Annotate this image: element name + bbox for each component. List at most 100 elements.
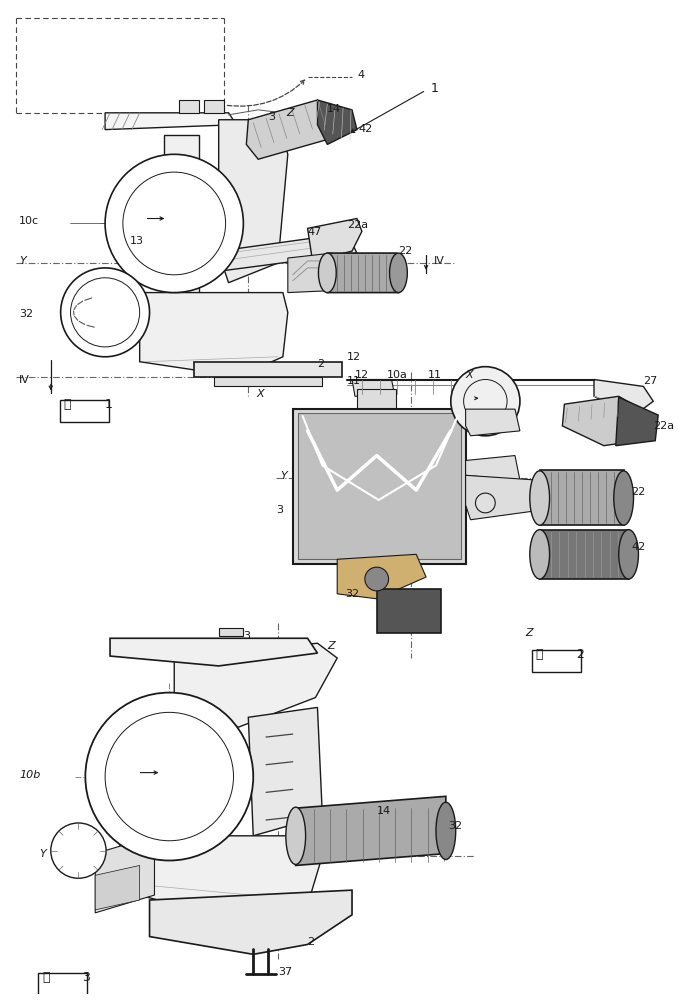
Polygon shape <box>357 389 397 411</box>
Text: 32: 32 <box>448 821 462 831</box>
Text: 22a: 22a <box>654 421 675 431</box>
Text: Y: Y <box>19 256 26 266</box>
Text: 2: 2 <box>576 648 584 661</box>
Text: 10a: 10a <box>386 370 407 380</box>
Circle shape <box>365 567 388 591</box>
Text: 32: 32 <box>19 309 33 319</box>
Polygon shape <box>204 100 224 113</box>
Text: Y: Y <box>280 471 287 481</box>
Text: 2: 2 <box>308 937 315 947</box>
Ellipse shape <box>390 253 407 293</box>
Circle shape <box>105 154 243 293</box>
Polygon shape <box>174 643 337 727</box>
Text: 3: 3 <box>268 112 275 122</box>
Polygon shape <box>540 470 624 525</box>
Polygon shape <box>594 380 654 416</box>
FancyBboxPatch shape <box>60 400 109 422</box>
Text: X: X <box>466 370 473 380</box>
FancyBboxPatch shape <box>38 973 87 995</box>
Polygon shape <box>120 836 322 925</box>
Polygon shape <box>194 362 342 377</box>
Polygon shape <box>562 396 654 446</box>
Polygon shape <box>466 475 542 520</box>
Polygon shape <box>288 253 332 293</box>
Polygon shape <box>246 100 337 159</box>
Polygon shape <box>140 293 288 377</box>
Polygon shape <box>466 409 520 436</box>
Polygon shape <box>219 120 288 283</box>
Text: Z: Z <box>286 108 294 118</box>
Text: 27: 27 <box>643 376 658 386</box>
Text: 3: 3 <box>83 971 90 984</box>
Text: 图: 图 <box>64 398 71 411</box>
Text: 22: 22 <box>631 487 645 497</box>
Text: 1: 1 <box>431 82 439 95</box>
Polygon shape <box>377 589 441 633</box>
Text: 10c: 10c <box>19 216 39 226</box>
Text: 14: 14 <box>327 104 342 114</box>
Text: 11: 11 <box>428 370 442 380</box>
Ellipse shape <box>319 253 336 293</box>
Text: 22: 22 <box>399 246 413 256</box>
Text: 42: 42 <box>359 124 373 134</box>
Polygon shape <box>337 554 426 599</box>
Text: Z: Z <box>525 628 532 638</box>
Polygon shape <box>466 456 520 480</box>
Text: X: X <box>256 389 264 399</box>
Polygon shape <box>616 397 658 446</box>
Ellipse shape <box>286 807 306 864</box>
Polygon shape <box>296 796 446 865</box>
Text: 10b: 10b <box>19 770 41 780</box>
Polygon shape <box>95 836 155 913</box>
Circle shape <box>85 693 254 861</box>
Text: 2: 2 <box>317 359 325 369</box>
Text: 11: 11 <box>347 376 361 386</box>
Circle shape <box>475 493 495 513</box>
Polygon shape <box>540 530 629 579</box>
Ellipse shape <box>614 471 633 525</box>
Polygon shape <box>327 253 399 293</box>
Polygon shape <box>214 377 322 386</box>
Circle shape <box>51 823 106 878</box>
Text: 13: 13 <box>129 236 144 246</box>
Ellipse shape <box>619 530 639 579</box>
Text: 12: 12 <box>347 352 361 362</box>
Polygon shape <box>179 100 199 113</box>
Text: 47: 47 <box>308 227 322 237</box>
Text: 1: 1 <box>105 398 113 411</box>
Ellipse shape <box>530 471 550 525</box>
Polygon shape <box>170 233 357 278</box>
Polygon shape <box>105 113 237 130</box>
Polygon shape <box>298 413 460 559</box>
Polygon shape <box>293 409 466 564</box>
Text: 图: 图 <box>42 971 49 984</box>
Circle shape <box>451 367 520 436</box>
Text: IV: IV <box>19 375 30 385</box>
Polygon shape <box>317 100 357 144</box>
Polygon shape <box>95 865 140 910</box>
Polygon shape <box>110 638 317 666</box>
Polygon shape <box>308 219 362 261</box>
Polygon shape <box>150 890 352 954</box>
Ellipse shape <box>530 530 550 579</box>
Text: IV: IV <box>434 256 445 266</box>
Ellipse shape <box>436 802 456 860</box>
Polygon shape <box>219 628 243 636</box>
FancyBboxPatch shape <box>532 650 581 672</box>
Text: 22a: 22a <box>347 220 368 230</box>
Text: 37: 37 <box>278 967 292 977</box>
Text: 32: 32 <box>345 589 359 599</box>
Polygon shape <box>248 707 322 836</box>
Text: 42: 42 <box>631 542 645 552</box>
Text: 3: 3 <box>243 631 250 641</box>
Polygon shape <box>164 135 199 312</box>
Text: Y: Y <box>39 849 45 859</box>
Text: 图: 图 <box>536 648 543 661</box>
Text: 14: 14 <box>377 806 391 816</box>
Text: Z: Z <box>327 641 335 651</box>
Text: 12: 12 <box>355 370 369 380</box>
Text: 4: 4 <box>357 70 364 80</box>
Polygon shape <box>352 380 395 396</box>
Text: 3: 3 <box>276 505 283 515</box>
Circle shape <box>60 268 150 357</box>
